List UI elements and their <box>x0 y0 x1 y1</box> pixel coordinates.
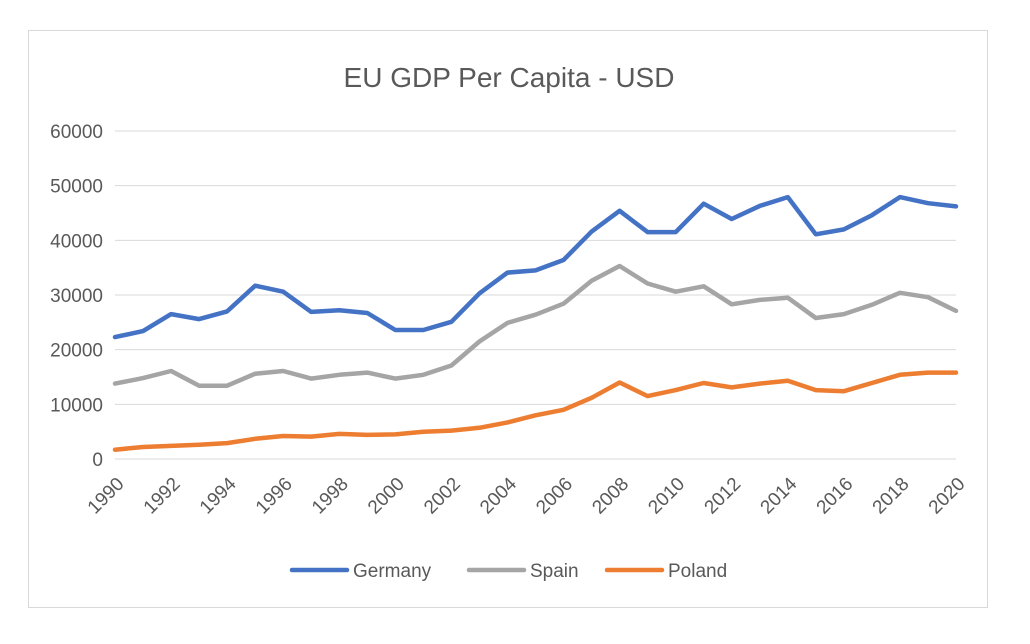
x-axis-ticks: 1990 1992 1994 1996 1998 2000 2002 2004 2006 2008… <box>84 473 970 518</box>
y-tick-label: 10000 <box>50 395 103 416</box>
y-tick-label: 20000 <box>50 341 103 362</box>
series-lines <box>112 194 959 452</box>
x-tick-label: 1994 <box>196 473 241 518</box>
x-tick-label: 1990 <box>84 474 129 519</box>
legend: Germany Spain Poland <box>289 561 727 582</box>
legend-label-spain: Spain <box>530 561 579 582</box>
x-tick-label: 2000 <box>364 474 409 519</box>
x-tick-label: 2004 <box>476 473 521 518</box>
y-axis-ticks: 0 10000 20000 30000 40000 50000 60000 <box>50 122 103 471</box>
series-line-spain <box>112 263 959 388</box>
y-tick-label: 50000 <box>50 177 103 198</box>
y-tick-label: 0 <box>92 450 103 471</box>
x-tick-label: 1996 <box>252 474 297 519</box>
chart-title: EU GDP Per Capita - USD <box>344 62 675 93</box>
x-tick-label: 2016 <box>813 474 858 519</box>
x-tick-label: 2020 <box>925 474 970 519</box>
chart-frame: EU GDP Per Capita - USD 0 10000 20000 30000… <box>28 30 988 608</box>
y-tick-label: 30000 <box>50 286 103 307</box>
series-line-poland <box>112 370 959 452</box>
series-line-germany <box>112 194 959 340</box>
x-tick-label: 2002 <box>420 474 465 519</box>
x-tick-label: 1998 <box>308 474 353 519</box>
legend-label-germany: Germany <box>353 561 432 582</box>
x-tick-label: 2010 <box>644 474 689 519</box>
x-tick-label: 2012 <box>701 474 746 519</box>
y-tick-label: 40000 <box>50 231 103 252</box>
x-tick-label: 2018 <box>869 474 914 519</box>
x-tick-label: 2014 <box>757 473 802 518</box>
x-tick-label: 1992 <box>140 474 185 519</box>
line-chart: EU GDP Per Capita - USD 0 10000 20000 30000… <box>50 62 970 582</box>
legend-label-poland: Poland <box>668 561 727 582</box>
x-tick-label: 2008 <box>588 474 633 519</box>
y-tick-label: 60000 <box>50 122 103 143</box>
x-tick-label: 2006 <box>532 474 577 519</box>
grid-lines <box>115 130 956 460</box>
